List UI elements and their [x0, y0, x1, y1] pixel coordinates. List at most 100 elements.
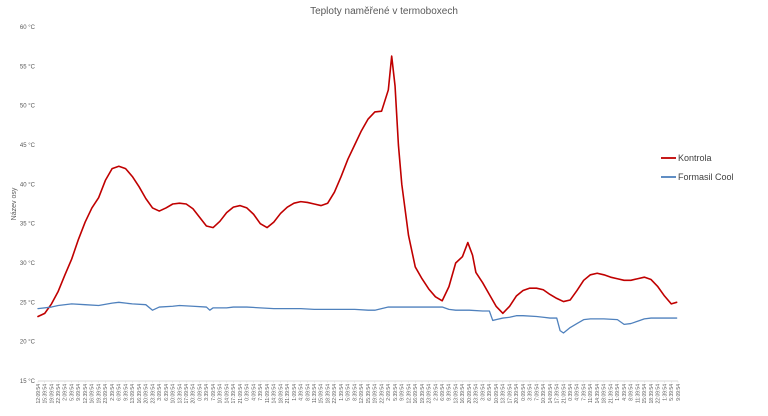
y-tick-label: 35 °C — [20, 222, 36, 228]
x-tick-label: 9:09:54 — [676, 384, 682, 401]
x-tick-label: 2:39:54 — [433, 384, 439, 401]
x-tick-label: 4:09:54 — [575, 384, 581, 401]
x-tick-label: 6:09:54 — [117, 384, 123, 401]
x-tick-label: 5:39:54 — [69, 384, 75, 401]
x-tick-label: 17:39:54 — [555, 384, 561, 404]
x-tick-label: 8:39:54 — [352, 384, 358, 401]
x-tick-label: 15:09:54 — [319, 384, 325, 404]
x-tick-label: 16:09:54 — [90, 384, 96, 404]
y-tick-label: 15 °C — [20, 379, 36, 385]
x-tick-label: 11:39:54 — [312, 384, 318, 403]
x-tick-label: 14:09:54 — [548, 384, 554, 404]
x-tick-label: 9:09:54 — [400, 384, 406, 401]
x-tick-label: 16:39:54 — [460, 384, 466, 404]
x-tick-label: 13:39:54 — [501, 384, 507, 404]
x-tick-label: 5:39:54 — [669, 384, 675, 401]
x-tick-label: 14:39:54 — [272, 384, 278, 404]
x-tick-label: 22:09:54 — [332, 384, 338, 404]
x-tick-label: 0:39:54 — [568, 384, 574, 401]
x-tick-label: 7:09:54 — [211, 384, 217, 401]
chart-title: Teploty naměřené v termoboxech — [310, 6, 458, 17]
x-tick-label: 21:39:54 — [285, 384, 291, 404]
y-tick-label: 25 °C — [20, 300, 36, 306]
x-tick-label: 1:39:54 — [662, 384, 668, 401]
x-tick-label: 10:39:54 — [541, 384, 547, 404]
x-tick-label: 23:39:54 — [150, 384, 156, 404]
x-tick-label: 19:39:54 — [420, 384, 426, 404]
x-tick-label: 21:09:54 — [561, 384, 567, 404]
x-tick-label: 6:09:54 — [440, 384, 446, 401]
x-tick-label: 3:09:54 — [480, 384, 486, 401]
x-tick-label: 17:39:54 — [231, 384, 237, 404]
x-tick-label: 10:39:54 — [218, 384, 224, 404]
y-tick-label: 20 °C — [20, 340, 36, 346]
x-tick-label: 11:39:54 — [635, 384, 641, 403]
x-tick-label: 23:39:54 — [474, 384, 480, 404]
x-tick-label: 16:09:54 — [413, 384, 419, 404]
x-tick-label: 13:09:54 — [453, 384, 459, 404]
x-tick-label: 2:39:54 — [110, 384, 116, 401]
x-tick-label: 17:09:54 — [507, 384, 513, 404]
x-tick-label: 9:39:54 — [123, 384, 129, 401]
y-tick-label: 40 °C — [20, 182, 36, 188]
x-tick-label: 7:39:54 — [581, 384, 587, 401]
series-lines — [37, 55, 678, 334]
x-tick-label: 1:09:54 — [292, 384, 298, 401]
x-tick-label: 2:09:54 — [63, 384, 69, 401]
x-tick-label: 22:09:54 — [656, 384, 662, 404]
x-tick-label: 6:39:54 — [487, 384, 493, 401]
y-tick-label: 55 °C — [20, 64, 36, 70]
x-tick-label: 20:09:54 — [144, 384, 150, 404]
x-tick-label: 0:09:54 — [521, 384, 527, 401]
x-tick-label: 3:09:54 — [157, 384, 163, 401]
x-tick-label: 3:39:54 — [204, 384, 210, 401]
y-tick-label: 30 °C — [20, 261, 36, 267]
x-tick-label: 23:09:54 — [427, 384, 433, 404]
x-tick-label: 20:39:54 — [191, 384, 197, 404]
x-tick-label: 13:09:54 — [130, 384, 136, 404]
x-tick-label: 12:09:54 — [359, 384, 365, 404]
x-tick-label: 0:39:54 — [245, 384, 251, 401]
x-tick-label: 19:09:54 — [49, 384, 55, 404]
x-tick-label: 21:09:54 — [238, 384, 244, 404]
x-tick-label: 23:09:54 — [103, 384, 109, 404]
x-tick-label: 0:09:54 — [197, 384, 203, 401]
x-tick-label: 14:09:54 — [224, 384, 230, 404]
x-tick-label: 3:39:54 — [528, 384, 534, 401]
x-tick-label: 7:09:54 — [534, 384, 540, 401]
x-tick-label: 16:39:54 — [137, 384, 143, 404]
y-tick-label: 60 °C — [20, 25, 36, 31]
x-tick-label: 17:09:54 — [184, 384, 190, 404]
x-tick-label: 5:09:54 — [346, 384, 352, 401]
y-tick-label: 50 °C — [20, 104, 36, 110]
legend-label: Kontrola — [678, 153, 712, 163]
x-tick-label: 22:39:54 — [56, 384, 62, 404]
x-tick-label: 9:09:54 — [76, 384, 82, 401]
x-tick-label: 1:09:54 — [615, 384, 621, 401]
x-tick-label: 10:09:54 — [494, 384, 500, 404]
x-tick-label: 13:39:54 — [177, 384, 183, 404]
x-tick-label: 18:09:54 — [278, 384, 284, 404]
x-tick-label: 12:09:54 — [36, 384, 42, 404]
legend: Kontrola Formasil Cool — [661, 153, 734, 182]
series-line-kontrola — [37, 55, 678, 318]
y-axis-ticks: 15 °C 20 °C 25 °C 30 °C 35 °C 40 °C 45 °C 50 °C… — [20, 25, 36, 385]
x-tick-label: 12:39:54 — [83, 384, 89, 404]
x-tick-label: 18:39:54 — [649, 384, 655, 404]
x-tick-label: 9:39:54 — [447, 384, 453, 401]
legend-label: Formasil Cool — [678, 172, 734, 182]
x-tick-label: 10:09:54 — [171, 384, 177, 404]
x-tick-label: 6:39:54 — [164, 384, 170, 401]
y-tick-label: 45 °C — [20, 143, 36, 149]
x-tick-label: 4:39:54 — [299, 384, 305, 401]
x-tick-label: 20:09:54 — [467, 384, 473, 404]
x-tick-label: 18:39:54 — [325, 384, 331, 404]
x-tick-label: 12:39:54 — [406, 384, 412, 404]
series-line-formasil-cool — [37, 301, 678, 334]
x-tick-label: 14:39:54 — [595, 384, 601, 404]
x-tick-label: 4:39:54 — [622, 384, 628, 401]
x-tick-label: 15:39:54 — [43, 384, 49, 404]
x-tick-label: 8:09:54 — [629, 384, 635, 401]
x-tick-label: 15:09:54 — [642, 384, 648, 404]
